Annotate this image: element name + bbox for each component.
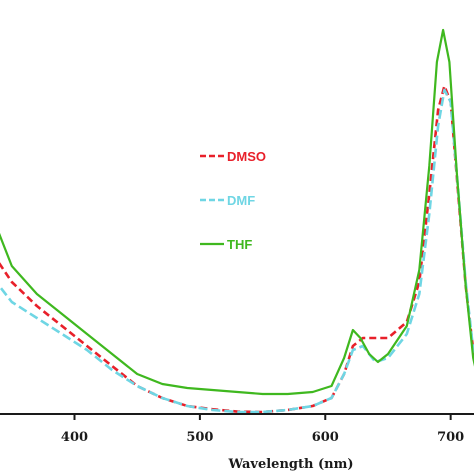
series-line-dmf bbox=[0, 88, 474, 414]
x-tick-label: 700 bbox=[437, 430, 464, 445]
legend-label-dmf: DMF bbox=[227, 193, 255, 208]
legend-label-dmso: DMSO bbox=[227, 149, 266, 164]
legend: DMSO DMF THF bbox=[200, 149, 266, 252]
plot-lines bbox=[0, 28, 474, 414]
x-tick-label: 500 bbox=[186, 430, 213, 445]
x-ticks: 400 500 600 700 bbox=[61, 414, 464, 445]
x-tick-label: 600 bbox=[312, 430, 339, 445]
x-axis-title: Wavelength (nm) bbox=[228, 457, 354, 472]
series-line-thf bbox=[0, 28, 474, 396]
x-tick-label: 400 bbox=[61, 430, 88, 445]
legend-label-thf: THF bbox=[227, 237, 252, 252]
